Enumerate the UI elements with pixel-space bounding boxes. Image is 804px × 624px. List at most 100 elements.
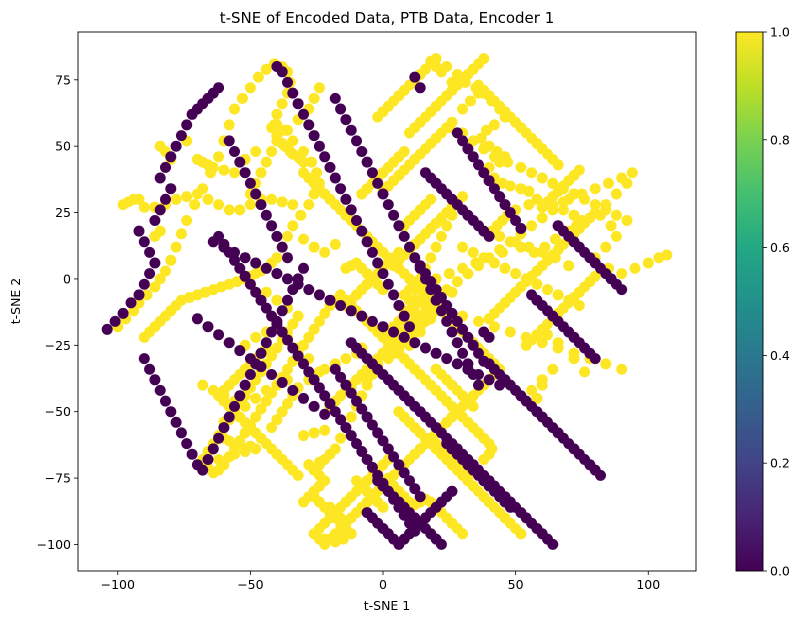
- data-point: [287, 87, 299, 99]
- data-point: [282, 363, 293, 375]
- data-point: [398, 509, 410, 521]
- data-point: [351, 215, 362, 226]
- data-point: [425, 193, 437, 205]
- data-point: [335, 103, 347, 115]
- data-point: [308, 374, 320, 386]
- data-point: [165, 254, 177, 266]
- data-point: [154, 204, 166, 216]
- data-point: [133, 289, 145, 301]
- data-point: [250, 411, 262, 423]
- data-point: [260, 156, 272, 168]
- data-point: [345, 124, 357, 136]
- data-point: [252, 71, 264, 83]
- data-point: [149, 215, 161, 226]
- data-point: [531, 193, 543, 205]
- data-point: [276, 196, 288, 208]
- data-point: [144, 268, 156, 280]
- data-point: [414, 260, 426, 272]
- data-point: [292, 350, 304, 362]
- data-point: [621, 215, 633, 226]
- data-point: [175, 427, 187, 439]
- data-point: [398, 467, 410, 479]
- data-point: [282, 398, 293, 410]
- data-point: [271, 342, 283, 354]
- data-point: [446, 326, 458, 338]
- data-point: [502, 156, 514, 168]
- y-tick-label: 25: [55, 205, 71, 220]
- data-point: [536, 172, 548, 184]
- data-point: [340, 422, 352, 434]
- data-point: [154, 225, 166, 237]
- data-point: [271, 230, 283, 242]
- data-point: [504, 207, 516, 219]
- data-point: [308, 92, 320, 104]
- data-point: [144, 246, 156, 258]
- data-point: [435, 292, 447, 303]
- data-point: [621, 177, 633, 189]
- data-point: [298, 146, 309, 157]
- x-tick-label: −100: [101, 577, 135, 592]
- data-point: [457, 241, 469, 253]
- data-point: [404, 475, 415, 487]
- data-point: [642, 257, 654, 269]
- data-point: [488, 151, 500, 163]
- data-point: [165, 183, 177, 195]
- data-point: [536, 337, 548, 349]
- data-point: [250, 331, 262, 343]
- data-point: [531, 278, 543, 290]
- data-point: [446, 307, 458, 319]
- data-point: [441, 353, 453, 365]
- data-point: [552, 337, 564, 349]
- data-point: [250, 146, 262, 157]
- data-point: [308, 427, 320, 439]
- data-point: [579, 366, 591, 378]
- data-point: [515, 223, 527, 234]
- data-point: [186, 448, 198, 460]
- data-point: [547, 204, 559, 216]
- data-point: [287, 342, 299, 354]
- data-point: [366, 419, 378, 431]
- data-point: [335, 371, 347, 383]
- data-point: [165, 406, 177, 418]
- data-point: [595, 469, 606, 481]
- data-point: [420, 268, 431, 280]
- data-point: [298, 233, 309, 245]
- data-point: [271, 108, 283, 120]
- data-point: [239, 270, 251, 282]
- y-tick-label: 0: [63, 271, 71, 286]
- data-point: [255, 167, 267, 179]
- data-point: [457, 191, 469, 203]
- data-point: [266, 146, 278, 157]
- data-point: [430, 284, 442, 296]
- data-point: [154, 172, 166, 184]
- data-point: [287, 220, 299, 232]
- data-point: [504, 326, 516, 338]
- data-point: [526, 384, 538, 396]
- data-point: [568, 209, 580, 221]
- data-point: [329, 443, 341, 455]
- data-point: [308, 491, 320, 503]
- data-point: [523, 241, 535, 253]
- data-point: [382, 199, 394, 211]
- y-tick-label: −75: [45, 471, 71, 486]
- data-point: [494, 244, 506, 256]
- data-point: [446, 485, 458, 497]
- data-point: [361, 236, 373, 248]
- data-point: [616, 284, 628, 296]
- data-point: [138, 201, 150, 213]
- data-point: [549, 233, 561, 245]
- data-point: [255, 347, 267, 359]
- data-point: [488, 119, 500, 131]
- data-point: [260, 262, 272, 274]
- data-point: [282, 76, 293, 88]
- colorbar-ticks: 0.0 0.2 0.4 0.6 0.8 1.0: [763, 25, 790, 579]
- data-point: [138, 278, 150, 290]
- data-point: [451, 337, 463, 349]
- data-point: [298, 358, 309, 370]
- data-point: [441, 315, 453, 327]
- data-point: [377, 501, 389, 513]
- data-point: [568, 188, 580, 200]
- data-point: [170, 416, 182, 428]
- data-point: [478, 167, 490, 179]
- data-point: [319, 424, 331, 436]
